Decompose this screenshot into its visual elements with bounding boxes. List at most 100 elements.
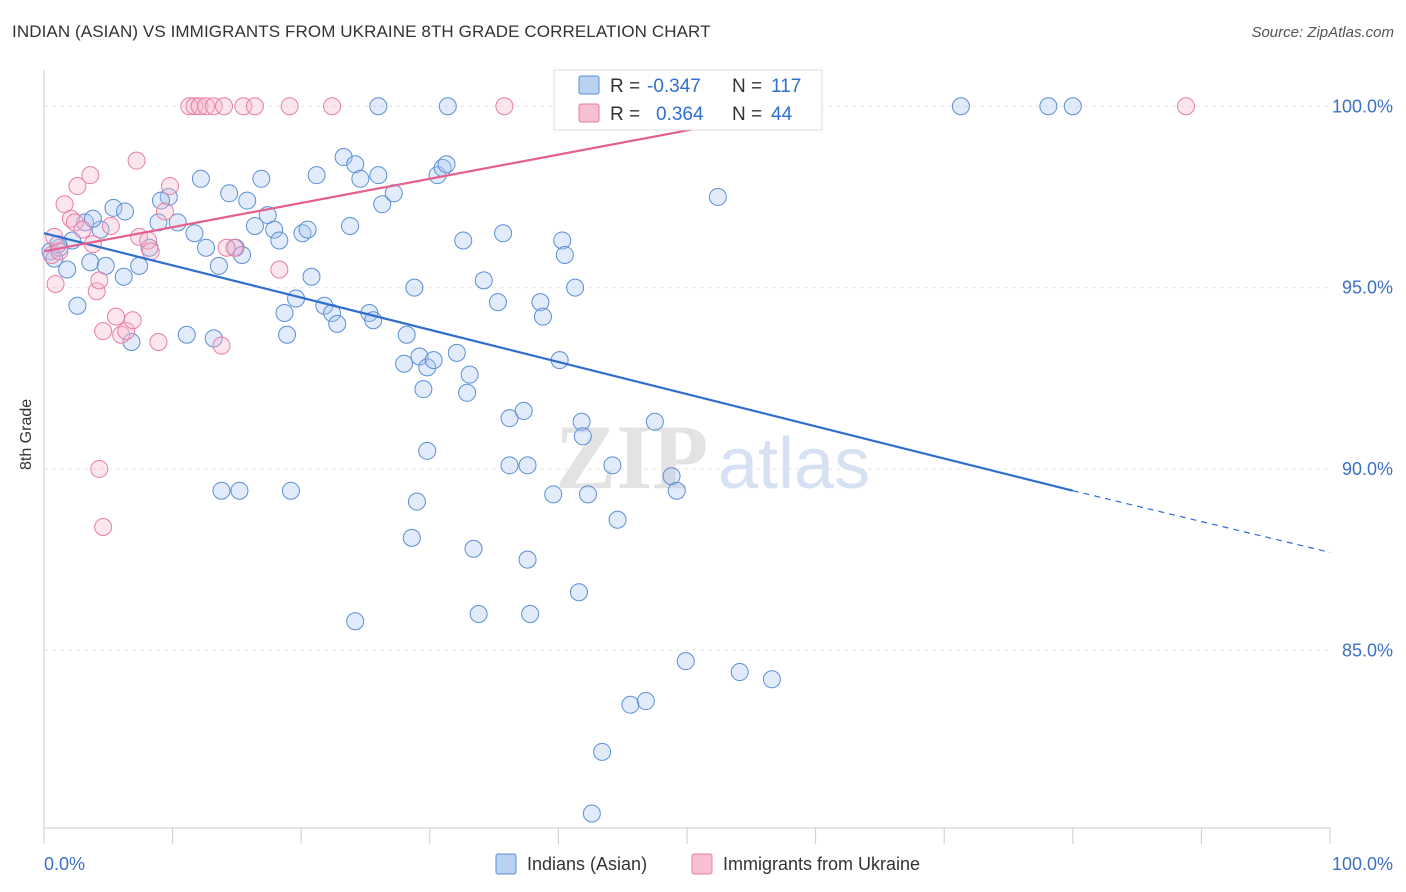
data-point-indians — [531, 293, 550, 312]
data-point-indians — [405, 278, 424, 297]
series-immigrants-ukraine — [42, 97, 1195, 536]
data-point-indians — [518, 550, 537, 569]
y-tick-label: 85.0% — [1342, 640, 1393, 660]
tick-labels: 100.0% 95.0% 90.0% 85.0% 0.0% 100.0% — [44, 96, 1393, 874]
data-point-indians — [328, 314, 347, 333]
data-point-indians — [302, 267, 321, 286]
data-point-indians — [533, 307, 552, 326]
legend-r-value-pink: 0.364 — [656, 104, 704, 125]
data-point-indians — [407, 492, 426, 511]
data-point-ukraine — [65, 213, 84, 232]
data-point-indians — [603, 456, 622, 475]
data-point-indians — [334, 148, 353, 167]
data-point-indians — [437, 155, 456, 174]
data-point-indians — [621, 695, 640, 714]
data-point-indians — [500, 456, 519, 475]
data-point-indians — [438, 97, 457, 116]
chart-title: INDIAN (ASIAN) VS IMMIGRANTS FROM UKRAIN… — [12, 22, 711, 41]
data-point-ukraine — [112, 325, 131, 344]
data-point-ukraine — [123, 311, 142, 330]
data-point-indians — [662, 467, 681, 486]
data-point-indians — [230, 481, 249, 500]
data-point-ukraine — [212, 336, 231, 355]
data-point-indians — [578, 485, 597, 504]
grid-lines — [44, 105, 1330, 651]
data-point-indians — [265, 220, 284, 239]
watermark: ZIP atlas — [555, 406, 870, 508]
data-point-ukraine — [90, 271, 109, 290]
legend-r-label-pink: R = — [610, 104, 640, 125]
trend-line-indians — [43, 232, 1074, 492]
data-point-indians — [81, 253, 100, 272]
data-point-indians — [346, 612, 365, 631]
data-point-indians — [397, 325, 416, 344]
data-point-indians — [447, 343, 466, 362]
legend-n-value-blue: 117 — [771, 76, 801, 97]
data-point-indians — [494, 224, 513, 243]
data-point-indians — [58, 260, 77, 279]
data-point-ukraine — [149, 333, 168, 352]
data-point-indians — [518, 456, 537, 475]
x-tick-label: 100.0% — [1332, 854, 1393, 874]
data-point-indians — [521, 605, 540, 624]
data-point-indians — [191, 169, 210, 188]
data-point-indians — [281, 481, 300, 500]
data-point-indians — [130, 256, 149, 275]
data-point-ukraine — [107, 307, 126, 326]
data-point-indians — [667, 481, 686, 500]
data-point-indians — [185, 224, 204, 243]
data-point-indians — [762, 670, 781, 689]
data-point-indians — [500, 409, 519, 428]
data-point-ukraine — [117, 322, 136, 341]
data-point-indians — [645, 412, 664, 431]
legend-n-label-pink: N = — [732, 104, 762, 125]
data-point-indians — [233, 245, 252, 264]
data-point-indians — [212, 481, 231, 500]
data-point-ukraine — [1176, 97, 1195, 116]
data-point-indians — [307, 166, 326, 185]
data-point-indians — [341, 216, 360, 235]
legend-bottom-label-blue: Indians (Asian) — [527, 854, 647, 874]
data-point-indians — [424, 351, 443, 370]
data-point-indians — [122, 333, 141, 352]
data-point-indians — [245, 216, 264, 235]
data-point-indians — [116, 202, 135, 221]
data-point-ukraine — [190, 97, 209, 116]
data-point-indians — [676, 652, 695, 671]
data-point-indians — [238, 191, 257, 210]
legend-bottom-label-pink: Immigrants from Ukraine — [723, 854, 920, 874]
data-point-indians — [252, 169, 271, 188]
data-point-indians — [951, 97, 970, 116]
data-point-indians — [708, 187, 727, 206]
data-point-ukraine — [68, 177, 87, 196]
data-point-ukraine — [280, 97, 299, 116]
legend-bottom-swatch-blue — [495, 853, 517, 875]
watermark-atlas: atlas — [718, 424, 870, 504]
data-point-indians — [636, 692, 655, 711]
data-point-indians — [464, 539, 483, 558]
y-tick-label: 100.0% — [1332, 96, 1393, 116]
legend-series: Indians (Asian) Immigrants from Ukraine — [495, 853, 920, 875]
data-point-indians — [369, 97, 388, 116]
data-point-indians — [209, 256, 228, 275]
axes — [43, 70, 1331, 844]
data-point-indians — [460, 365, 479, 384]
data-point-ukraine — [101, 216, 120, 235]
data-point-indians — [593, 742, 612, 761]
data-point-ukraine — [94, 322, 113, 341]
data-point-indians — [402, 528, 421, 547]
legend-r-label-blue: R = — [610, 76, 640, 97]
data-point-indians — [293, 224, 312, 243]
data-point-ukraine — [46, 274, 65, 293]
data-point-ukraine — [87, 282, 106, 301]
legend-bottom-swatch-pink — [691, 853, 713, 875]
data-point-ukraine — [215, 97, 234, 116]
data-point-indians — [553, 231, 572, 250]
data-point-ukraine — [73, 220, 92, 239]
data-point-indians — [395, 354, 414, 373]
legend-swatch-pink — [578, 103, 600, 123]
x-tick-label: 0.0% — [44, 854, 85, 874]
data-point-ukraine — [155, 202, 174, 221]
data-point-indians — [469, 605, 488, 624]
data-point-indians — [204, 329, 223, 348]
